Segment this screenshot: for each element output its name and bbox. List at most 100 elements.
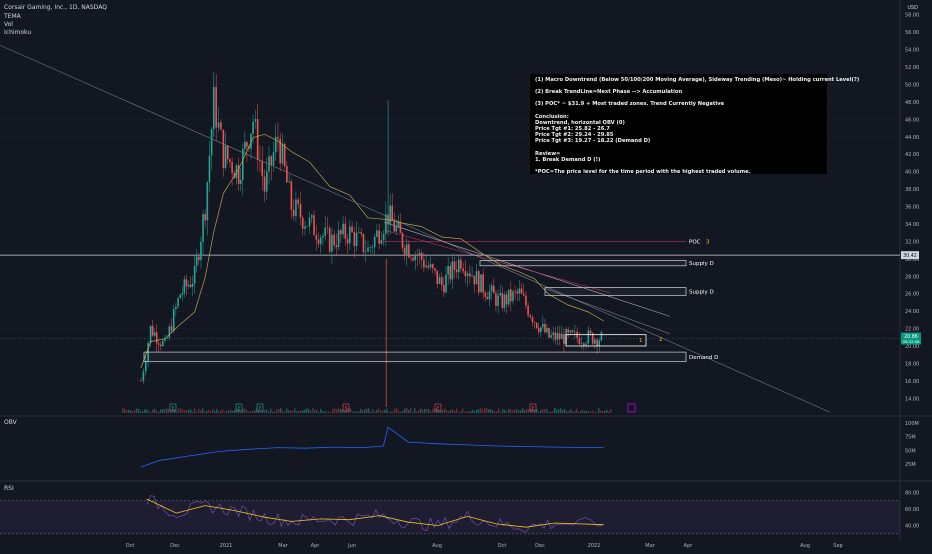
time-axis-label: Apr	[684, 543, 694, 549]
price-tick-label: 28.00	[905, 274, 919, 280]
volume-bar	[292, 411, 294, 413]
candle-body	[231, 162, 233, 173]
candle-body	[202, 214, 204, 242]
moving-average-line	[140, 133, 604, 368]
candle-body	[414, 255, 417, 261]
candle-body	[346, 238, 349, 244]
horizontal-level-label: 30.42	[903, 253, 917, 259]
volume-bar	[188, 410, 190, 413]
volume-bar	[200, 410, 202, 413]
volume-bar	[298, 410, 300, 413]
indicator-ichimoku-label[interactable]: Ichimoku	[4, 29, 32, 36]
volume-bar	[430, 411, 432, 413]
annotation-line: Conclusion:	[535, 113, 569, 120]
volume-bar	[596, 411, 598, 413]
rsi-pane-label[interactable]: RSI	[4, 485, 14, 492]
candle-body	[589, 330, 592, 334]
candle-body	[475, 271, 478, 285]
volume-bar	[168, 408, 170, 413]
volume-bar	[408, 410, 410, 413]
volume-bar	[204, 411, 206, 413]
target-marker-1: 1	[639, 338, 643, 344]
volume-bar	[184, 410, 186, 413]
volume-bar	[468, 410, 470, 413]
rsi-ma-line	[146, 498, 604, 528]
candle-body	[580, 343, 583, 344]
volume-bar	[396, 408, 398, 413]
symbol-title[interactable]: Corsair Gaming, Inc., 1D, NASDAQ	[4, 4, 107, 11]
candle-body	[252, 121, 254, 134]
candle-body	[342, 223, 344, 235]
candle-body	[574, 331, 576, 333]
supply-zone-box	[479, 260, 687, 267]
candle-body	[548, 327, 550, 338]
volume-bar	[322, 411, 324, 413]
candle-body	[596, 339, 598, 347]
candle-body	[514, 291, 516, 292]
candle-body	[353, 232, 356, 247]
analysis-text-box[interactable]: (1) Macro Downtrend (Below 50/100/200 Mo…	[530, 74, 860, 175]
candle-body	[488, 291, 491, 300]
candle-body	[292, 209, 295, 217]
candle-body	[313, 215, 315, 236]
candle-body	[412, 257, 414, 261]
candle-body	[140, 380, 142, 382]
annotation-line: (1) Macro Downtrend (Below 50/100/200 Mo…	[535, 77, 860, 83]
candle-body	[268, 156, 270, 172]
price-tick-label: 34.00	[905, 222, 919, 228]
volume-bar	[270, 408, 272, 413]
volume-bar	[442, 409, 444, 413]
candle-body	[490, 285, 493, 292]
volume-bar	[210, 410, 212, 413]
price-tick-label: 54.00	[905, 48, 919, 54]
volume-bar	[360, 408, 362, 413]
candle-body	[358, 232, 360, 233]
candle-body	[248, 146, 250, 149]
volume-bar	[458, 411, 460, 413]
obv-tick-label: 25M	[905, 462, 916, 468]
obv-pane-label[interactable]: OBV	[4, 419, 17, 426]
volume-bar	[450, 409, 452, 413]
volume-bar	[580, 410, 582, 413]
indicator-vol-label[interactable]: Vol	[4, 21, 13, 28]
volume-bar	[446, 410, 448, 413]
price-tick-label: 16.00	[905, 379, 919, 385]
volume-bar	[448, 411, 450, 413]
volume-bar	[476, 409, 478, 413]
volume-bar	[556, 409, 558, 413]
volume-bar	[564, 409, 566, 413]
volume-bar	[224, 411, 226, 413]
volume-bar	[340, 409, 342, 413]
candle-body	[335, 245, 338, 248]
candle-body	[540, 327, 542, 332]
volume-bar	[444, 408, 446, 413]
candle-body	[567, 329, 569, 333]
candle-body	[583, 343, 585, 346]
volume-bar	[304, 409, 306, 413]
volume-bar	[452, 409, 454, 413]
candle-body	[482, 274, 484, 293]
candle-body	[423, 259, 425, 268]
candle-body	[473, 275, 476, 285]
candle-body	[558, 333, 561, 339]
candle-body	[550, 335, 552, 338]
candle-body	[351, 226, 353, 233]
volume-bar	[132, 411, 134, 413]
price-tick-label: 52.00	[905, 65, 919, 71]
candle-body	[518, 288, 521, 294]
volume-bar	[466, 411, 468, 413]
candle-body	[542, 323, 544, 328]
volume-bar	[316, 409, 318, 413]
annotation-line: Price Tgt #2: 29.24 - 29.85	[535, 132, 614, 139]
volume-bar	[280, 408, 282, 413]
volume-bar	[412, 411, 414, 413]
volume-bar	[394, 408, 396, 413]
candle-body	[331, 234, 333, 252]
candle-body	[469, 273, 471, 277]
candle-body	[503, 294, 506, 308]
indicator-tema-label[interactable]: TEMA	[4, 13, 21, 20]
price-tick-label: 14.00	[905, 396, 919, 402]
candle-body	[522, 293, 525, 296]
volume-bar	[590, 411, 592, 413]
